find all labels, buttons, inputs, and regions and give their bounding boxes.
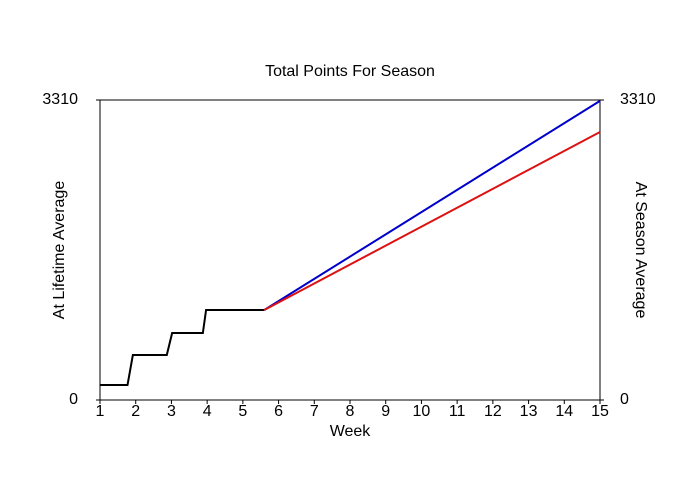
- x-tick-label: 15: [591, 403, 609, 420]
- x-tick-label: 10: [413, 403, 431, 420]
- series-line: [263, 100, 601, 311]
- x-tick-label: 14: [555, 403, 573, 420]
- y2-tick-label: 0: [620, 391, 629, 408]
- series-line: [100, 309, 265, 387]
- y-tick-label: 0: [69, 391, 78, 408]
- x-tick-label: 12: [484, 403, 502, 420]
- y2-tick-label: 3310: [620, 91, 656, 108]
- x-tick-label: 11: [449, 403, 466, 420]
- chart-title: Total Points For Season: [265, 63, 435, 80]
- x-tick-label: 4: [203, 403, 212, 420]
- y-axis-label: At Lifetime Average: [51, 181, 68, 320]
- x-tick-label: 13: [520, 403, 538, 420]
- x-tick-label: 8: [346, 403, 355, 420]
- x-tick-label: 1: [96, 403, 105, 420]
- x-axis-label: Week: [330, 423, 372, 440]
- x-tick-label: 3: [167, 403, 176, 420]
- y-tick-label: 3310: [42, 91, 78, 108]
- x-tick-label: 7: [310, 403, 319, 420]
- x-tick-label: 9: [381, 403, 390, 420]
- x-tick-label: 2: [131, 403, 140, 420]
- y2-axis-label: At Season Average: [632, 182, 649, 319]
- x-tick-label: 6: [274, 403, 283, 420]
- series-line: [263, 131, 601, 311]
- x-tick-label: 5: [238, 403, 247, 420]
